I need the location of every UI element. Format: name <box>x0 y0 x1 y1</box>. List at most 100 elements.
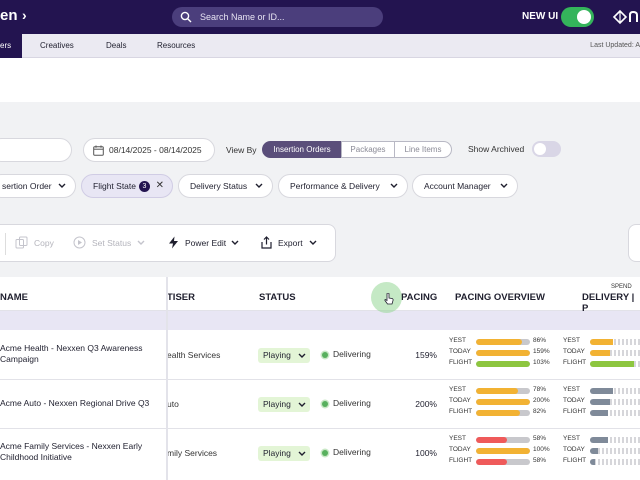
status-label: Playing <box>263 350 291 360</box>
pacing-bar-track <box>476 339 530 345</box>
row-name[interactable]: Acme Auto - Nexxen Regional Drive Q3 <box>0 398 160 409</box>
chevron-down-icon <box>137 240 145 245</box>
chevron-down-icon <box>500 183 508 188</box>
hand-cursor-icon <box>384 293 394 305</box>
delivery-bar-fill <box>590 388 613 394</box>
pacing-bar-track <box>476 361 530 367</box>
show-archived-toggle[interactable] <box>532 141 561 157</box>
column-header-status[interactable]: STATUS <box>259 292 296 303</box>
pacing-bar-label: TODAY <box>449 348 471 355</box>
toggle-knob <box>577 10 591 24</box>
chevron-down-icon <box>390 183 398 188</box>
column-header-pacing-overview[interactable]: PACING OVERVIEW <box>455 292 545 303</box>
status-dropdown[interactable]: Playing <box>258 397 310 412</box>
frozen-column-divider <box>166 277 168 480</box>
copy-icon <box>15 236 28 249</box>
copy-button[interactable]: Copy <box>34 238 54 248</box>
date-range-text: 08/14/2025 - 08/14/2025 <box>109 145 202 155</box>
app-logo[interactable]: en <box>0 7 18 24</box>
cursor-highlight <box>371 282 402 313</box>
pacing-bar-label: FLIGHT <box>449 457 473 464</box>
page-header <box>0 58 640 102</box>
pacing-bar-fill <box>476 437 508 443</box>
pacing-bar-label: FLIGHT <box>449 359 473 366</box>
pacing-bar-label: YEST <box>449 435 466 442</box>
top-bar: en › NEW UI <box>0 0 640 34</box>
pacing-bar-track <box>476 350 530 356</box>
chevron-down-icon <box>255 183 263 188</box>
view-by-insertion-orders[interactable]: Insertion Orders <box>262 141 342 158</box>
tab-deals[interactable]: Deals <box>106 41 127 50</box>
delivery-bar-label: TODAY <box>563 446 585 453</box>
new-ui-toggle[interactable] <box>561 7 594 27</box>
performance-delivery-filter[interactable]: Performance & Delivery <box>278 174 408 198</box>
flight-state-filter[interactable]: Flight State 3 ✕ <box>81 174 173 198</box>
pacing-bar-percent: 103% <box>533 359 550 366</box>
column-header-delivery[interactable]: DELIVERY | P <box>582 292 635 314</box>
search-input[interactable] <box>200 9 375 25</box>
insertion-order-filter[interactable]: sertion Order <box>0 174 76 198</box>
pacing-bar-label: YEST <box>449 337 466 344</box>
view-by-label: View By <box>226 145 257 155</box>
name-line-2: Campaign <box>0 354 39 364</box>
delivery-bar-fill <box>590 399 610 405</box>
pacing-bar-percent: 78% <box>533 386 547 393</box>
column-header-advertiser[interactable]: TISER <box>167 292 195 303</box>
table-settings-box[interactable] <box>628 224 640 262</box>
tab-orders[interactable]: ers <box>0 34 22 58</box>
export-button[interactable]: Export <box>278 238 303 248</box>
pacing-bar-percent: 100% <box>533 446 550 453</box>
status-dropdown[interactable]: Playing <box>258 446 310 461</box>
close-icon[interactable]: ✕ <box>155 180 164 191</box>
column-header-pacing[interactable]: PACING <box>401 292 438 303</box>
status-label: Playing <box>263 448 291 458</box>
row-name[interactable]: Acme Health - Nexxen Q3 Awareness Campai… <box>0 343 160 365</box>
delivery-bar-track <box>590 410 640 416</box>
view-by-line-items[interactable]: Line Items <box>394 141 452 158</box>
column-header-name[interactable]: NAME <box>0 292 28 303</box>
row-advertiser: mily Services <box>167 448 218 458</box>
filter-search-input[interactable] <box>0 138 72 162</box>
set-status-button[interactable]: Set Status <box>92 238 132 248</box>
global-search[interactable] <box>172 7 383 27</box>
row-name[interactable]: Acme Family Services - Nexxen Early Chil… <box>0 441 160 463</box>
delivery-status-filter[interactable]: Delivery Status <box>178 174 273 198</box>
table-row[interactable]: Acme Family Services - Nexxen Early Chil… <box>0 429 640 478</box>
bulk-actions-toolbar: Copy Set Status Power Edit Export <box>0 224 336 262</box>
delivery-bar-fill <box>590 410 608 416</box>
last-updated-text: Last Updated: A <box>590 42 640 49</box>
pacing-bar-percent: 200% <box>533 397 550 404</box>
calendar-icon <box>93 145 104 156</box>
table-row[interactable]: Acme Auto - Nexxen Regional Drive Q3 uto… <box>0 380 640 429</box>
name-line-1: Acme Auto - Nexxen Regional Drive Q3 <box>0 398 150 408</box>
tab-creatives[interactable]: Creatives <box>40 41 74 50</box>
chip-label: Account Manager <box>424 181 491 191</box>
chip-label: Performance & Delivery <box>290 181 380 191</box>
chip-label: Flight State <box>93 181 136 191</box>
chevron-down-icon <box>309 240 317 245</box>
new-ui-label: NEW UI <box>522 11 559 22</box>
tab-resources[interactable]: Resources <box>157 41 196 50</box>
name-line-1: Acme Health - Nexxen Q3 Awareness <box>0 343 143 353</box>
delivery-bar-track <box>590 448 640 454</box>
chevron-right-icon[interactable]: › <box>22 7 27 23</box>
account-manager-filter[interactable]: Account Manager <box>412 174 518 198</box>
table-row[interactable]: Acme Health - Nexxen Q3 Awareness Campai… <box>0 331 640 380</box>
delivery-bar-label: FLIGHT <box>563 359 587 366</box>
delivery-bar-track <box>590 339 640 345</box>
status-dropdown[interactable]: Playing <box>258 348 310 363</box>
delivery-bar-label: FLIGHT <box>563 457 587 464</box>
delivery-bar-track <box>590 388 640 394</box>
table-header: NAME TISER STATUS PACING PACING OVERVIEW… <box>0 277 640 314</box>
play-circle-icon <box>73 236 86 249</box>
name-line-2: Childhood Initiative <box>0 452 72 462</box>
power-edit-button[interactable]: Power Edit <box>185 238 227 248</box>
view-by-packages[interactable]: Packages <box>341 141 395 158</box>
row-advertiser: uto <box>167 399 179 409</box>
date-range-picker[interactable]: 08/14/2025 - 08/14/2025 <box>83 138 215 162</box>
nexxen-logo-icon[interactable] <box>612 8 640 26</box>
delivery-bar-fill <box>590 448 598 454</box>
chip-label: Delivery Status <box>190 181 248 191</box>
column-group-spend: SPEND <box>611 284 632 290</box>
delivery-bar-track <box>590 350 640 356</box>
